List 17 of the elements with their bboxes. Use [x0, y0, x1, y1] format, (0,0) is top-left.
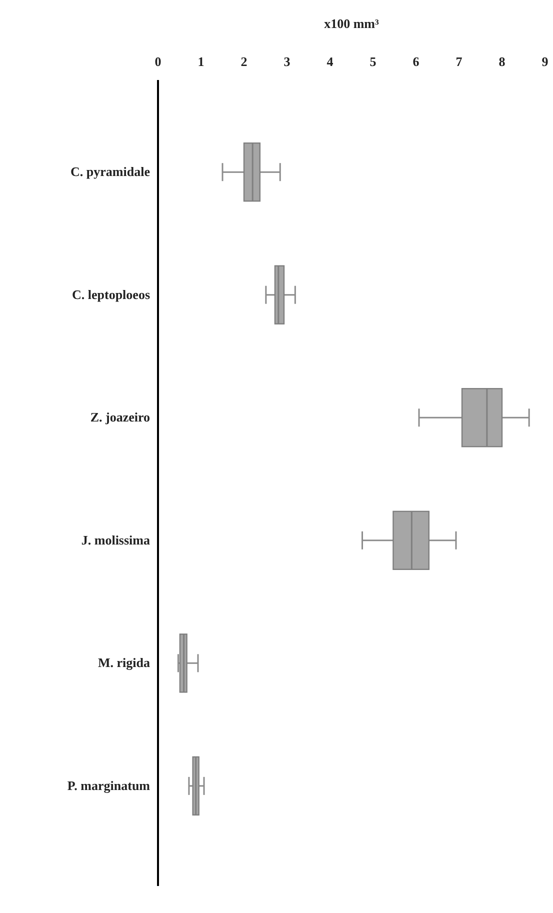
x-tick-label: 9 — [542, 54, 549, 69]
x-tick-label: 8 — [498, 54, 506, 69]
y-tick-label: P. marginatum — [67, 778, 150, 793]
x-tick-label: 0 — [154, 54, 162, 69]
y-tick-label: M. rigida — [98, 655, 150, 670]
x-tick-label: 6 — [412, 54, 420, 69]
x-tick-label: 4 — [326, 54, 334, 69]
x-tick-label: 7 — [456, 54, 463, 69]
y-tick-label: C. leptoploeos — [72, 286, 150, 302]
x-tick-label: 5 — [370, 54, 377, 69]
y-tick-label: C. pyramidale — [70, 164, 150, 180]
y-tick-label: Z. joazeiro — [90, 410, 150, 425]
y-tick-label: J. molissima — [81, 532, 150, 548]
x-tick-label: 2 — [240, 54, 248, 69]
x-axis-title: x100 mm³ — [324, 16, 379, 31]
x-tick-label: 1 — [198, 54, 204, 69]
x-tick-label: 3 — [284, 54, 291, 69]
